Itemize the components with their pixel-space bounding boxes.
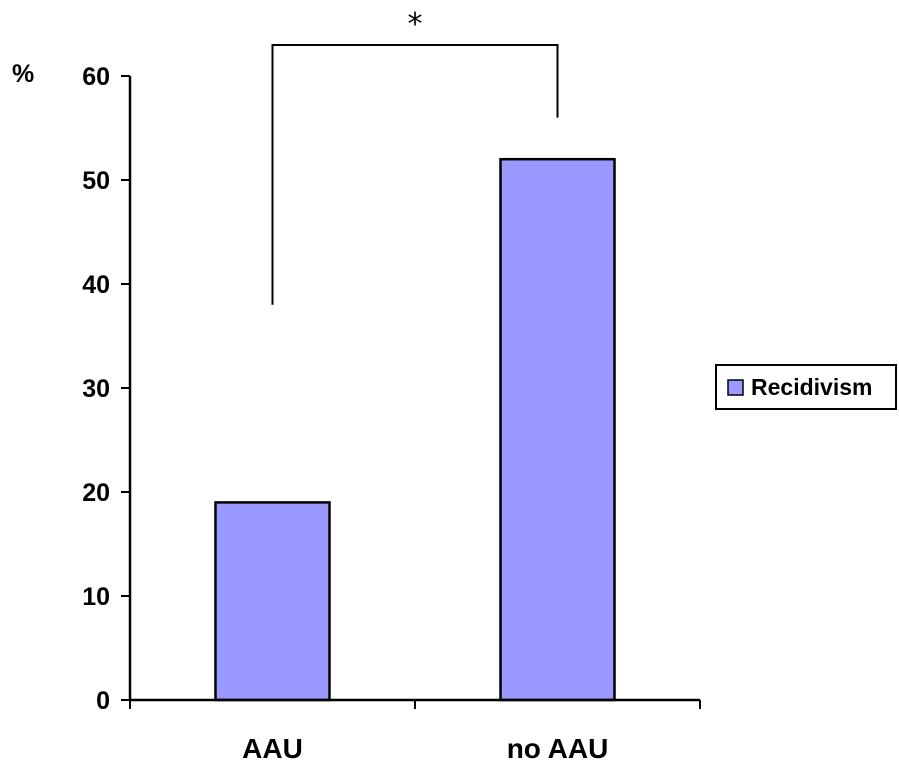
legend-border bbox=[715, 364, 897, 410]
y-tick-label: 50 bbox=[82, 167, 110, 195]
bars-layer bbox=[214, 157, 616, 702]
y-tick-label: 30 bbox=[82, 375, 110, 403]
legend-swatch-recidivism bbox=[727, 379, 744, 396]
legend: Recidivism bbox=[715, 364, 897, 410]
significance-bracket: * bbox=[271, 7, 559, 305]
significance-bracket-line bbox=[271, 44, 559, 305]
x-category-label: no AAU bbox=[507, 733, 609, 764]
bar-no-aau bbox=[499, 157, 616, 702]
y-tick-label: 60 bbox=[82, 63, 110, 91]
bar-aau bbox=[214, 501, 331, 702]
y-tick-label: 20 bbox=[82, 479, 110, 507]
y-tick-label: 40 bbox=[82, 271, 110, 299]
y-ticks-layer: 0 10 20 30 40 50 60 bbox=[82, 63, 130, 715]
legend-label-recidivism: Recidivism bbox=[751, 374, 872, 400]
x-labels-layer: AAU no AAU bbox=[242, 733, 608, 764]
y-tick-label: 10 bbox=[82, 583, 110, 611]
y-axis-unit-label: % bbox=[12, 60, 34, 88]
x-category-label: AAU bbox=[242, 733, 303, 764]
significance-marker: * bbox=[408, 7, 423, 42]
y-tick-label: 0 bbox=[96, 687, 110, 715]
